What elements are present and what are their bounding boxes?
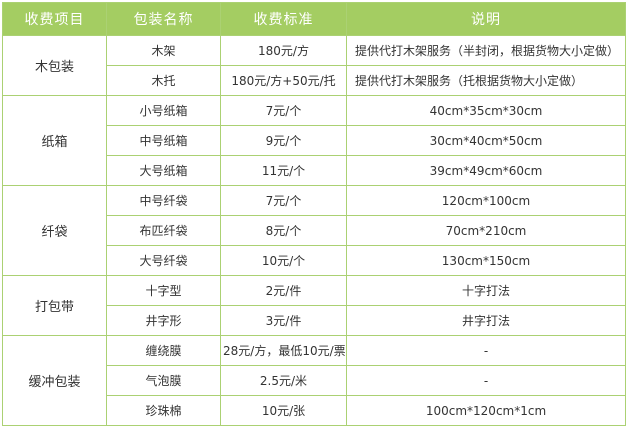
group-name-cell: 木包装: [2, 35, 107, 96]
group-name-cell: 纤袋: [2, 185, 107, 276]
price-cell: 7元/个: [220, 185, 347, 216]
item-name-cell: 木架: [106, 35, 221, 66]
note-cell: 130cm*150cm: [346, 245, 626, 276]
price-cell: 2元/件: [220, 275, 347, 306]
price-cell: 2.5元/米: [220, 365, 347, 396]
note-cell: 40cm*35cm*30cm: [346, 95, 626, 126]
group-name-cell: 缓冲包装: [2, 335, 107, 426]
table-row: 木托 180元/方+50元/托 提供代打木架服务（托根据货物大小定做）: [3, 65, 626, 96]
note-cell: 提供代打木架服务（半封闭，根据货物大小定做）: [346, 35, 626, 66]
column-header-charge-item: 收费项目: [2, 2, 107, 36]
price-cell: 10元/个: [220, 245, 347, 276]
item-name-cell: 井字形: [106, 305, 221, 336]
table-row: 纸箱 小号纸箱 7元/个 40cm*35cm*30cm: [2, 95, 626, 186]
column-header-charge-standard: 收费标准: [220, 2, 347, 36]
price-cell: 9元/个: [220, 125, 347, 156]
column-header-package-name: 包装名称: [106, 2, 221, 36]
price-cell: 3元/件: [220, 305, 347, 336]
note-cell: 井字打法: [346, 305, 626, 336]
item-name-cell: 木托: [106, 65, 221, 96]
note-cell: -: [346, 335, 626, 366]
note-cell: 100cm*120cm*1cm: [346, 395, 626, 426]
note-cell: 提供代打木架服务（托根据货物大小定做）: [346, 65, 626, 96]
item-name-cell: 小号纸箱: [106, 95, 221, 126]
item-name-cell: 中号纤袋: [106, 185, 221, 216]
note-cell: 120cm*100cm: [346, 185, 626, 216]
table-row: 大号纸箱 11元/个 39cm*49cm*60cm: [3, 155, 626, 186]
table-row: 中号纸箱 9元/个 30cm*40cm*50cm: [3, 125, 626, 156]
table-row: 缓冲包装 缠绕膜 28元/方，最低10元/票 -: [2, 335, 626, 426]
price-cell: 180元/方: [220, 35, 347, 66]
price-cell: 8元/个: [220, 215, 347, 246]
table-row: 气泡膜 2.5元/米 -: [3, 365, 626, 396]
note-cell: 30cm*40cm*50cm: [346, 125, 626, 156]
note-cell: 70cm*210cm: [346, 215, 626, 246]
item-name-cell: 十字型: [106, 275, 221, 306]
item-name-cell: 大号纤袋: [106, 245, 221, 276]
item-name-cell: 布匹纤袋: [106, 215, 221, 246]
note-cell: 39cm*49cm*60cm: [346, 155, 626, 186]
price-cell: 11元/个: [220, 155, 347, 186]
item-name-cell: 缠绕膜: [106, 335, 221, 366]
table-header-row: 收费项目 包装名称 收费标准 说明: [2, 2, 626, 36]
table-row: 井字形 3元/件 井字打法: [3, 305, 626, 336]
group-name-cell: 纸箱: [2, 95, 107, 186]
table-row: 大号纤袋 10元/个 130cm*150cm: [3, 245, 626, 276]
table-row: 木包装 木架 180元/方 提供代打木架服务（半封闭，根据货物大小定做）: [2, 35, 626, 96]
item-name-cell: 中号纸箱: [106, 125, 221, 156]
table-row: 打包带 十字型 2元/件 十字打法: [2, 275, 626, 336]
note-cell: 十字打法: [346, 275, 626, 306]
group-name-cell: 打包带: [2, 275, 107, 336]
table-row: 布匹纤袋 8元/个 70cm*210cm: [3, 215, 626, 246]
item-name-cell: 大号纸箱: [106, 155, 221, 186]
item-name-cell: 气泡膜: [106, 365, 221, 396]
item-name-cell: 珍珠棉: [106, 395, 221, 426]
price-cell: 180元/方+50元/托: [220, 65, 347, 96]
price-cell: 28元/方，最低10元/票: [220, 335, 347, 366]
price-cell: 10元/张: [220, 395, 347, 426]
column-header-description: 说明: [346, 2, 626, 36]
note-cell: -: [346, 365, 626, 396]
price-cell: 7元/个: [220, 95, 347, 126]
table-row: 纤袋 中号纤袋 7元/个 120cm*100cm: [2, 185, 626, 276]
